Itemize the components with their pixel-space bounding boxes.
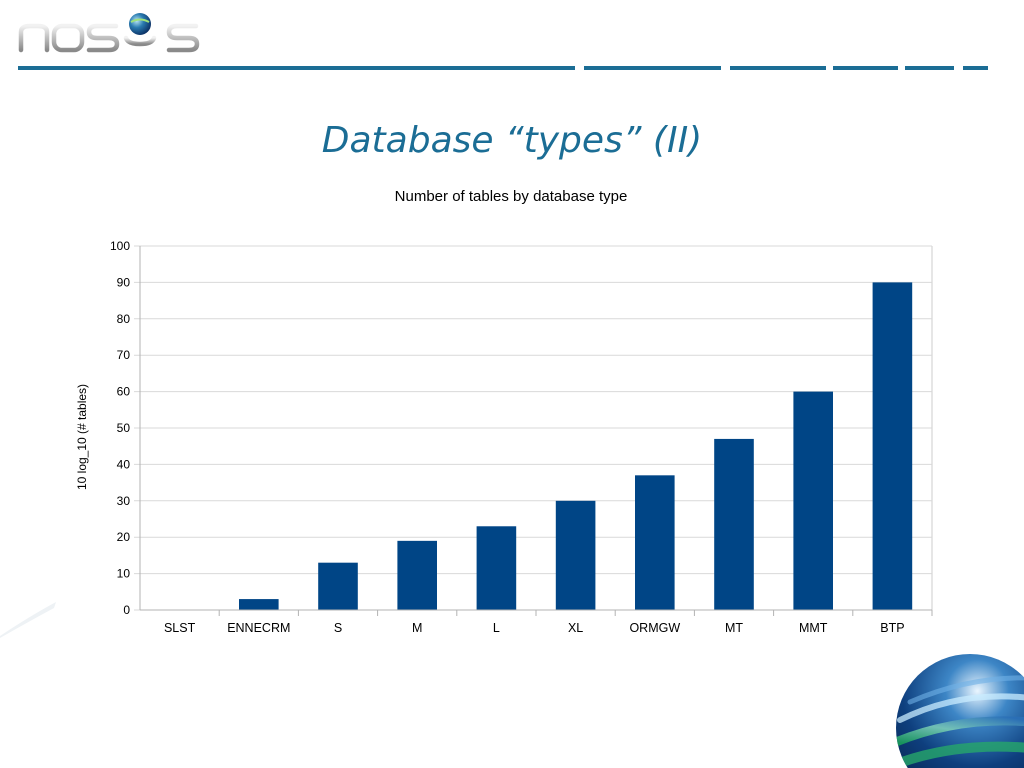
y-tick-label: 40 xyxy=(117,457,131,471)
globe-icon xyxy=(896,654,1024,768)
x-tick-label: XL xyxy=(568,621,583,635)
y-tick-label: 10 xyxy=(117,567,131,581)
bar-ennecrm xyxy=(239,599,279,610)
bar-mmt xyxy=(793,391,833,610)
bar-xl xyxy=(555,500,596,610)
x-tick-label: ENNECRM xyxy=(227,621,290,635)
y-tick-label: 20 xyxy=(117,530,131,544)
bar-mt xyxy=(714,438,754,610)
bar-s xyxy=(318,562,358,610)
corner-swoosh xyxy=(0,602,56,638)
y-tick-label: 80 xyxy=(117,312,131,326)
x-tick-label: S xyxy=(334,621,342,635)
x-tick-label: L xyxy=(493,621,500,635)
x-tick-label: BTP xyxy=(880,621,904,635)
bar-btp xyxy=(872,282,913,610)
y-axis-label: 10 log_10 (# tables) xyxy=(75,384,89,490)
y-tick-label: 50 xyxy=(117,421,131,435)
x-axis-ticks: SLST ENNECRM S M L XL ORMGW MT MMT BTP xyxy=(140,609,933,635)
slide-title: Database “types” (II) xyxy=(321,120,703,161)
y-tick-label: 90 xyxy=(117,275,131,289)
chart-bars xyxy=(239,282,913,610)
logo-globe-icon xyxy=(129,13,151,35)
y-tick-label: 60 xyxy=(117,385,131,399)
x-tick-label: MT xyxy=(725,621,743,635)
bar-l xyxy=(476,526,517,610)
x-tick-label: M xyxy=(412,621,422,635)
y-tick-label: 70 xyxy=(117,348,131,362)
logo-graphic xyxy=(18,13,200,59)
x-tick-label: ORMGW xyxy=(629,621,680,635)
nosys-logo xyxy=(16,10,206,60)
chart-title: Number of tables by database type xyxy=(395,188,628,205)
bar-ormgw xyxy=(635,475,675,610)
x-tick-label: MMT xyxy=(799,621,828,635)
y-axis-ticks: 0 10 20 30 40 50 60 70 80 90 100 xyxy=(110,239,130,617)
bar-m xyxy=(397,540,437,610)
y-tick-label: 100 xyxy=(110,239,130,253)
y-tick-label: 0 xyxy=(123,603,130,617)
y-tick-label: 30 xyxy=(117,494,131,508)
x-tick-label: SLST xyxy=(164,621,196,635)
header-rule xyxy=(18,66,988,70)
